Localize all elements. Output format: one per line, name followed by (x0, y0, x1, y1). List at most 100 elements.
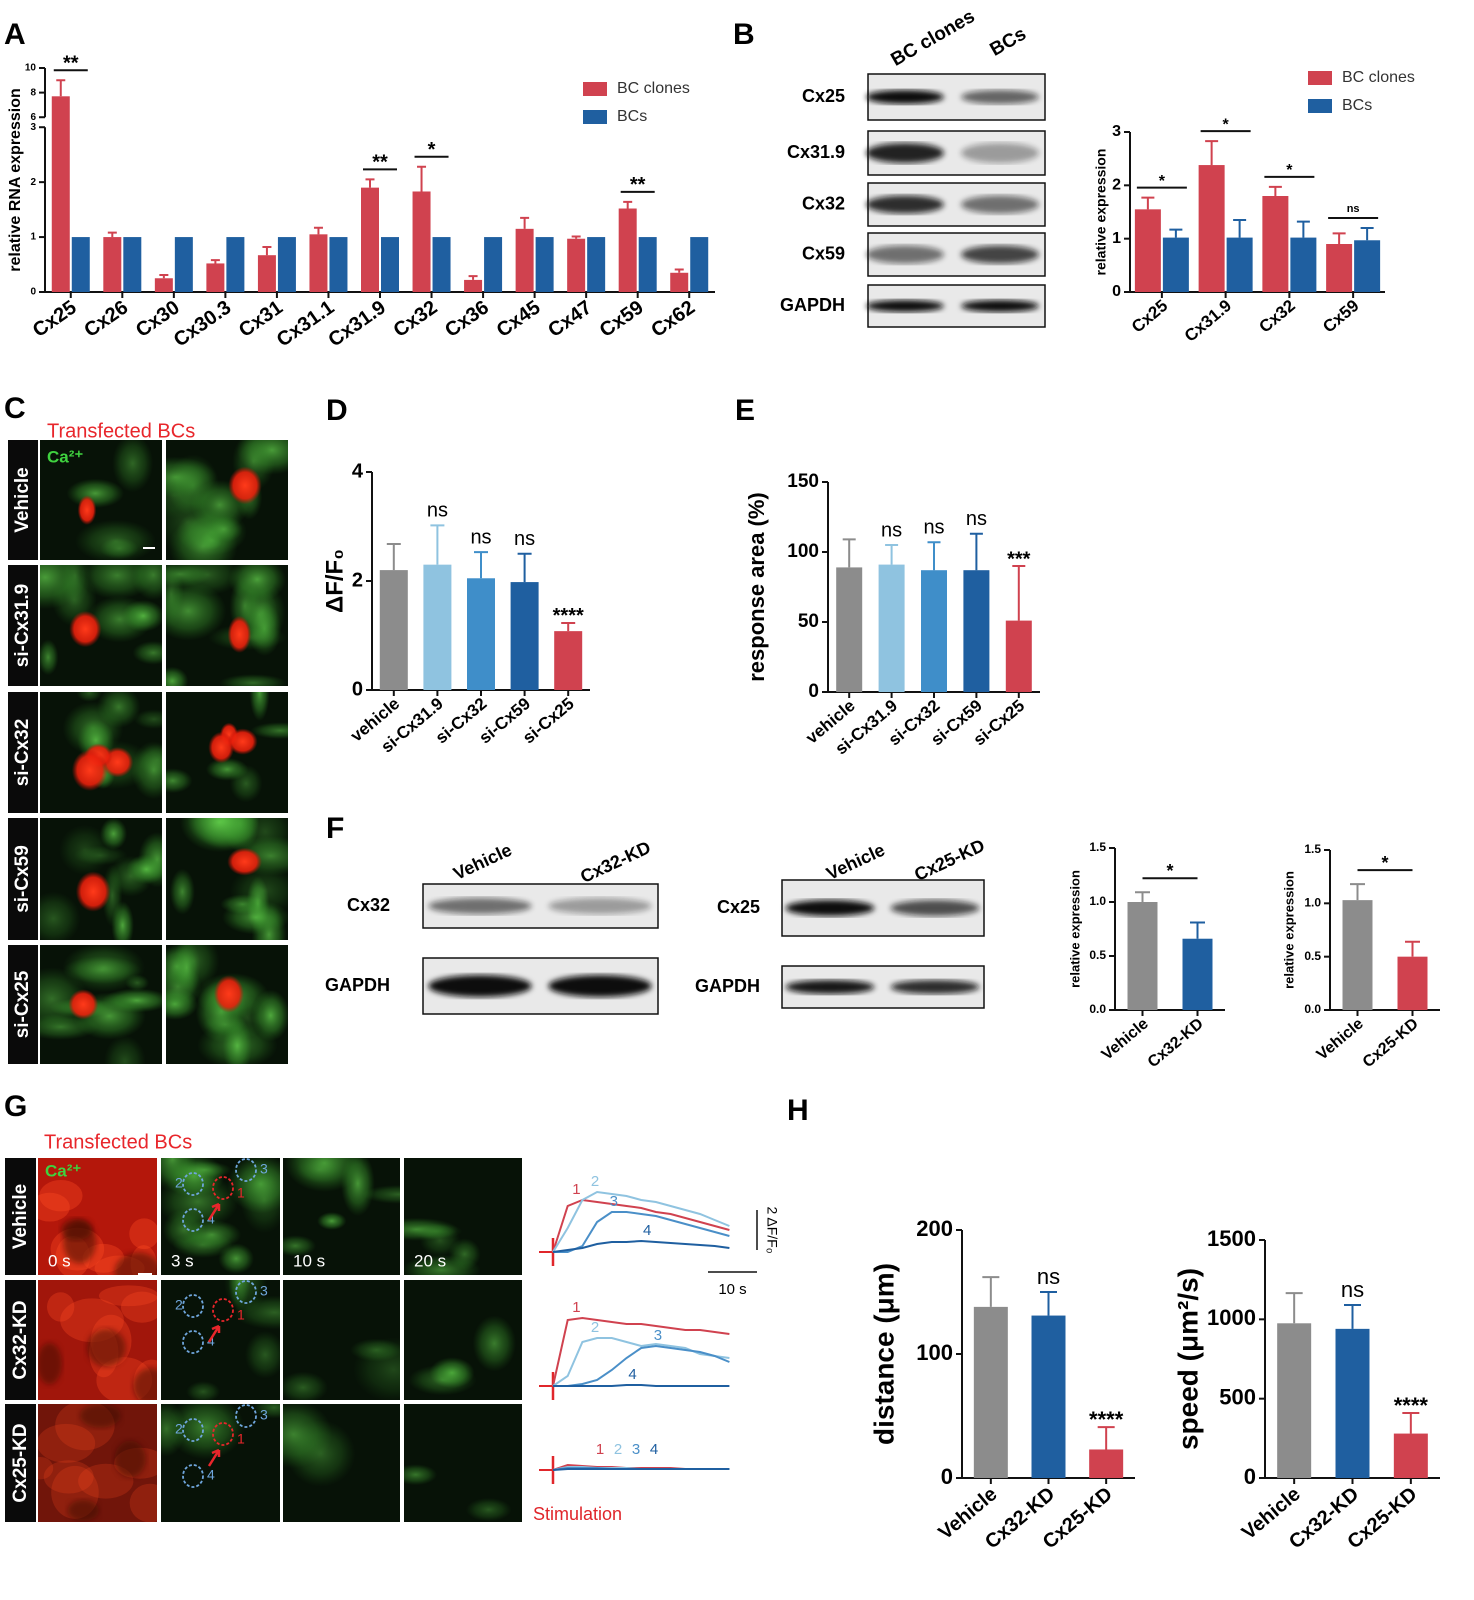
sig-label: ns (923, 516, 944, 538)
scale-label: 2 ΔF/F₀ (764, 1206, 780, 1253)
panel-letter: A (4, 18, 26, 51)
row-label-bg (8, 945, 38, 1064)
micrograph (166, 440, 288, 560)
bar (1182, 938, 1213, 1010)
cell (169, 868, 195, 915)
bar (1290, 237, 1317, 292)
bar (1162, 237, 1189, 292)
error-bar (1402, 1411, 1420, 1434)
blot-row-label: Cx32 (802, 193, 845, 213)
band (428, 898, 532, 914)
x-tick-label: Cx62 (647, 296, 699, 341)
error-bar (1141, 196, 1155, 210)
lane-label: Vehicle (450, 840, 515, 884)
dark-patch (133, 1368, 157, 1400)
error-bar (1405, 940, 1420, 957)
trace (552, 1337, 730, 1387)
legend-label: BCs (617, 108, 647, 125)
y-tick-label: 4 (352, 460, 364, 482)
error-bar (517, 552, 532, 583)
bar (567, 238, 586, 292)
legend-label: BC clones (617, 80, 690, 97)
cell (133, 709, 162, 729)
error-bar (927, 541, 941, 571)
y-tick-label: 1 (30, 232, 36, 243)
trace-label: 1 (572, 1181, 580, 1198)
cell (103, 1035, 146, 1064)
image-title: Transfected BCs (47, 420, 195, 442)
cell (47, 1292, 75, 1322)
bar (1277, 1323, 1312, 1478)
y-tick-label: 0 (1244, 1464, 1256, 1489)
trace-label: 3 (610, 1193, 618, 1210)
cell (69, 610, 102, 648)
micrograph (40, 818, 162, 940)
panel-letter: D (326, 394, 348, 427)
bar (423, 564, 452, 690)
sig-label: * (1223, 116, 1230, 133)
sig-label: **** (1394, 1393, 1429, 1418)
micrograph (166, 565, 288, 686)
cell (40, 891, 81, 940)
row-label: si-Cx59 (12, 845, 33, 913)
trace (553, 1384, 730, 1387)
bar (412, 191, 431, 292)
cell (205, 757, 249, 781)
cell (129, 1218, 157, 1250)
trace-label: 3 (654, 1327, 662, 1344)
y-axis-label: response area (%) (744, 492, 769, 682)
y-tick-label: 6 (30, 112, 36, 123)
roi (235, 1280, 257, 1304)
dark-patch (38, 1342, 62, 1385)
cell (219, 674, 287, 686)
error-bar (982, 1276, 1000, 1307)
dark-patch (86, 1328, 126, 1367)
cell (283, 1235, 317, 1257)
micrograph (404, 1280, 522, 1400)
cell (167, 1404, 245, 1460)
band (866, 143, 944, 163)
band (961, 300, 1039, 312)
y-tick-label: 1500 (1207, 1226, 1256, 1251)
band (548, 898, 652, 914)
sig-label: * (1159, 173, 1166, 190)
trace (552, 1190, 730, 1253)
bar (154, 278, 173, 292)
y-tick-label: 2 (1112, 177, 1121, 194)
roi-label: 2 (175, 1421, 183, 1437)
error-bar (674, 268, 684, 273)
y-tick-label: 50 (798, 611, 819, 632)
y-tick-label: 500 (1219, 1384, 1256, 1409)
sig-label: ns (1341, 1277, 1364, 1302)
blot-row-label: GAPDH (695, 976, 760, 996)
cell (166, 456, 217, 498)
cell (233, 1295, 280, 1330)
error-bar (885, 544, 899, 565)
cell (472, 1315, 517, 1372)
error-bar (1332, 232, 1346, 244)
bar (1335, 1328, 1370, 1478)
error-bar (1012, 565, 1026, 621)
bar (1397, 956, 1428, 1010)
blot-row-label: GAPDH (325, 975, 390, 995)
micrograph (283, 1404, 400, 1522)
lane-label: BCs (987, 23, 1030, 60)
sig-label: * (428, 139, 436, 161)
roi-label: 1 (237, 1307, 245, 1323)
panel-letter: E (735, 394, 755, 427)
error-bar (1190, 921, 1205, 939)
error-bar (210, 259, 220, 264)
row-label: Cx32-KD (10, 1300, 31, 1379)
micrograph (166, 692, 288, 813)
y-tick-label: 1 (1112, 230, 1121, 247)
cell (112, 440, 154, 493)
row-label-bg (5, 1404, 36, 1522)
row-label-bg (8, 818, 38, 940)
x-tick-label: Vehicle (1099, 1015, 1152, 1064)
bar (71, 237, 90, 292)
sig-label: ns (881, 519, 902, 541)
time-label: 3 s (171, 1251, 194, 1270)
cell (227, 847, 262, 876)
y-tick-label: 100 (787, 541, 819, 562)
bar (554, 631, 583, 690)
